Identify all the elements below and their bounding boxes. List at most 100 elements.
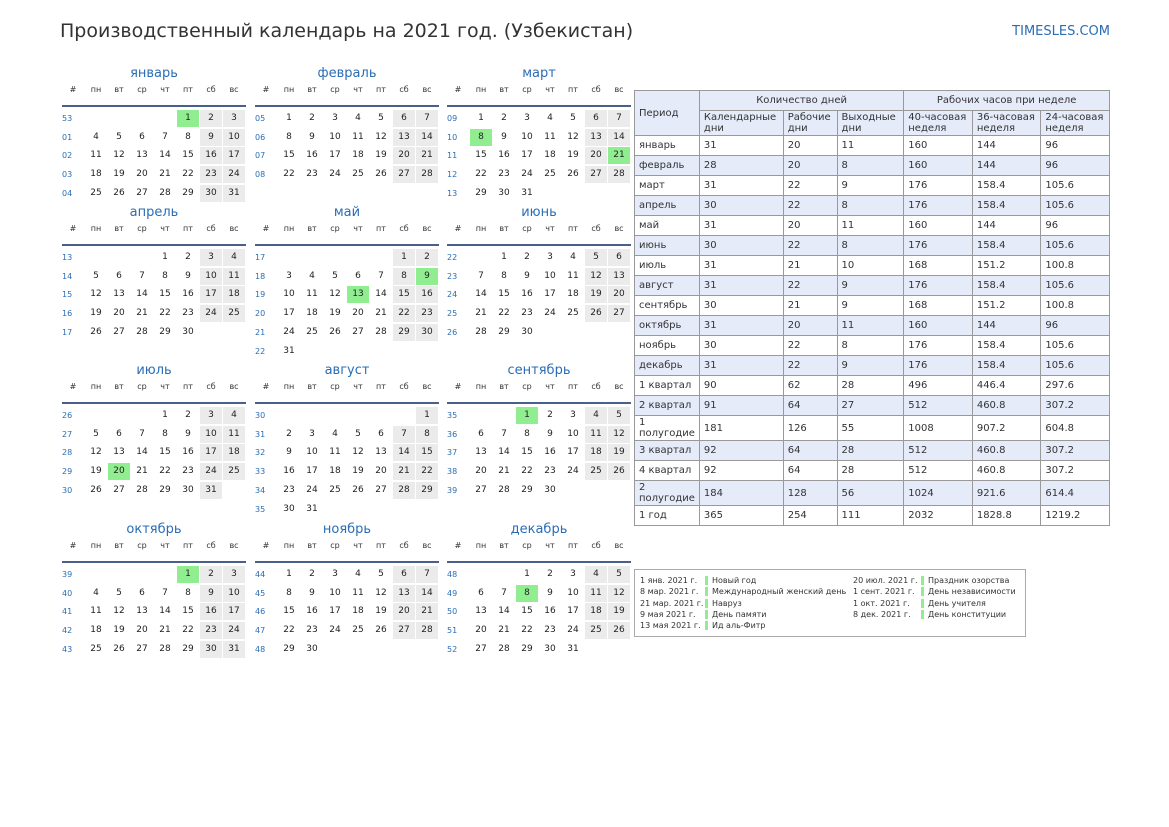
value-cell: 20: [782, 215, 838, 236]
day: 14: [475, 289, 487, 300]
day: 22: [521, 466, 533, 477]
value-cell: 31: [698, 355, 784, 376]
day: 3: [524, 113, 530, 123]
day: 10: [200, 267, 222, 285]
day: 16: [182, 447, 194, 458]
weekday-header: пн: [475, 382, 487, 391]
header-line: [447, 402, 631, 404]
day: 23: [306, 625, 318, 636]
holiday-name: Навруз: [712, 598, 742, 608]
weekday-header: пт: [568, 85, 578, 94]
site-link[interactable]: TIMESLES.COM: [1012, 24, 1110, 39]
day: 20: [608, 286, 630, 304]
value-cell: 1219.2: [1040, 505, 1110, 526]
day: 10: [306, 447, 318, 458]
day: 1: [162, 410, 168, 420]
weekday-header: вс: [614, 85, 624, 94]
week-number: 40: [62, 588, 73, 598]
value-cell: 31: [698, 175, 784, 196]
group-header: Рабочих часов при неделе: [903, 90, 1110, 111]
month-title: ноябрь: [322, 522, 372, 537]
day: 6: [139, 587, 145, 598]
week-number: 35: [255, 504, 266, 514]
day: 13: [475, 606, 487, 617]
day: 1: [286, 569, 292, 579]
holiday-name: День независимости: [928, 587, 1016, 597]
holiday-date: 1 окт. 2021 г.: [853, 598, 910, 608]
day: 22: [283, 169, 295, 180]
value-cell: 9: [836, 355, 905, 376]
value-cell: 11: [836, 135, 905, 156]
day: 5: [93, 270, 99, 281]
day: 6: [355, 270, 361, 281]
week-number: 49: [447, 588, 458, 598]
day: 17: [223, 147, 245, 165]
week-number: 31: [255, 429, 266, 439]
value-cell: 168: [903, 295, 973, 316]
value-cell: 91: [698, 395, 784, 416]
day: 23: [283, 484, 295, 495]
week-number: 03: [62, 170, 73, 180]
day: 26: [329, 326, 341, 337]
value-cell: 20: [782, 135, 838, 156]
value-cell: 11: [836, 215, 905, 236]
day: 17: [329, 150, 341, 161]
day: 18: [223, 444, 245, 462]
day: 12: [375, 131, 387, 142]
day: 13: [113, 289, 125, 300]
day: 30: [521, 326, 533, 337]
holiday-name: Новый год: [712, 576, 757, 585]
day: 17: [306, 466, 318, 477]
week-number: 45: [255, 588, 266, 598]
day: 31: [567, 643, 579, 654]
day: 26: [375, 169, 387, 180]
day: 4: [309, 270, 315, 281]
day: 9: [416, 267, 438, 285]
day: 3: [570, 410, 576, 420]
day: 25: [90, 187, 102, 198]
day: 15: [498, 289, 510, 300]
value-cell: 158.4: [971, 175, 1042, 196]
day: 23: [182, 308, 194, 319]
day: 1: [177, 110, 199, 127]
value-cell: 8: [836, 235, 905, 256]
week-number: 39: [62, 570, 73, 579]
column-header: 40-часовая неделя: [903, 110, 973, 136]
value-cell: 160: [903, 215, 973, 236]
day: 26: [585, 305, 607, 323]
day: 9: [185, 428, 191, 439]
day: 19: [329, 308, 341, 319]
holiday-marker: [705, 598, 708, 608]
week-number: 42: [62, 626, 73, 636]
day: 13: [393, 584, 415, 602]
day: 14: [136, 289, 148, 300]
weekday-header: вс: [229, 85, 239, 94]
value-cell: 512: [903, 395, 973, 416]
weekday-header: пт: [376, 382, 386, 391]
day: 5: [116, 587, 122, 598]
day: 3: [547, 252, 553, 262]
day: 8: [162, 270, 168, 281]
day: 28: [136, 484, 148, 495]
month-title: октябрь: [126, 522, 182, 537]
weekday-header: вт: [114, 382, 124, 391]
value-cell: 158.4: [971, 195, 1042, 216]
day: 23: [544, 625, 556, 636]
weekday-header: сб: [591, 541, 601, 550]
day: 5: [355, 428, 361, 439]
day: 24: [544, 308, 556, 319]
day: 25: [306, 326, 318, 337]
day: 1: [416, 407, 438, 424]
period-cell: ноябрь: [634, 335, 700, 356]
week-number: 23: [447, 271, 458, 281]
day: 4: [585, 566, 607, 583]
week-number: 21: [255, 327, 266, 337]
day: 2: [547, 569, 553, 579]
weekday-header: ср: [137, 382, 147, 391]
weekday-header: вс: [229, 224, 239, 233]
value-cell: 90: [698, 375, 784, 396]
day: 14: [608, 128, 630, 146]
day: 26: [113, 643, 125, 654]
day: 7: [393, 425, 415, 443]
value-cell: 496: [903, 375, 973, 396]
